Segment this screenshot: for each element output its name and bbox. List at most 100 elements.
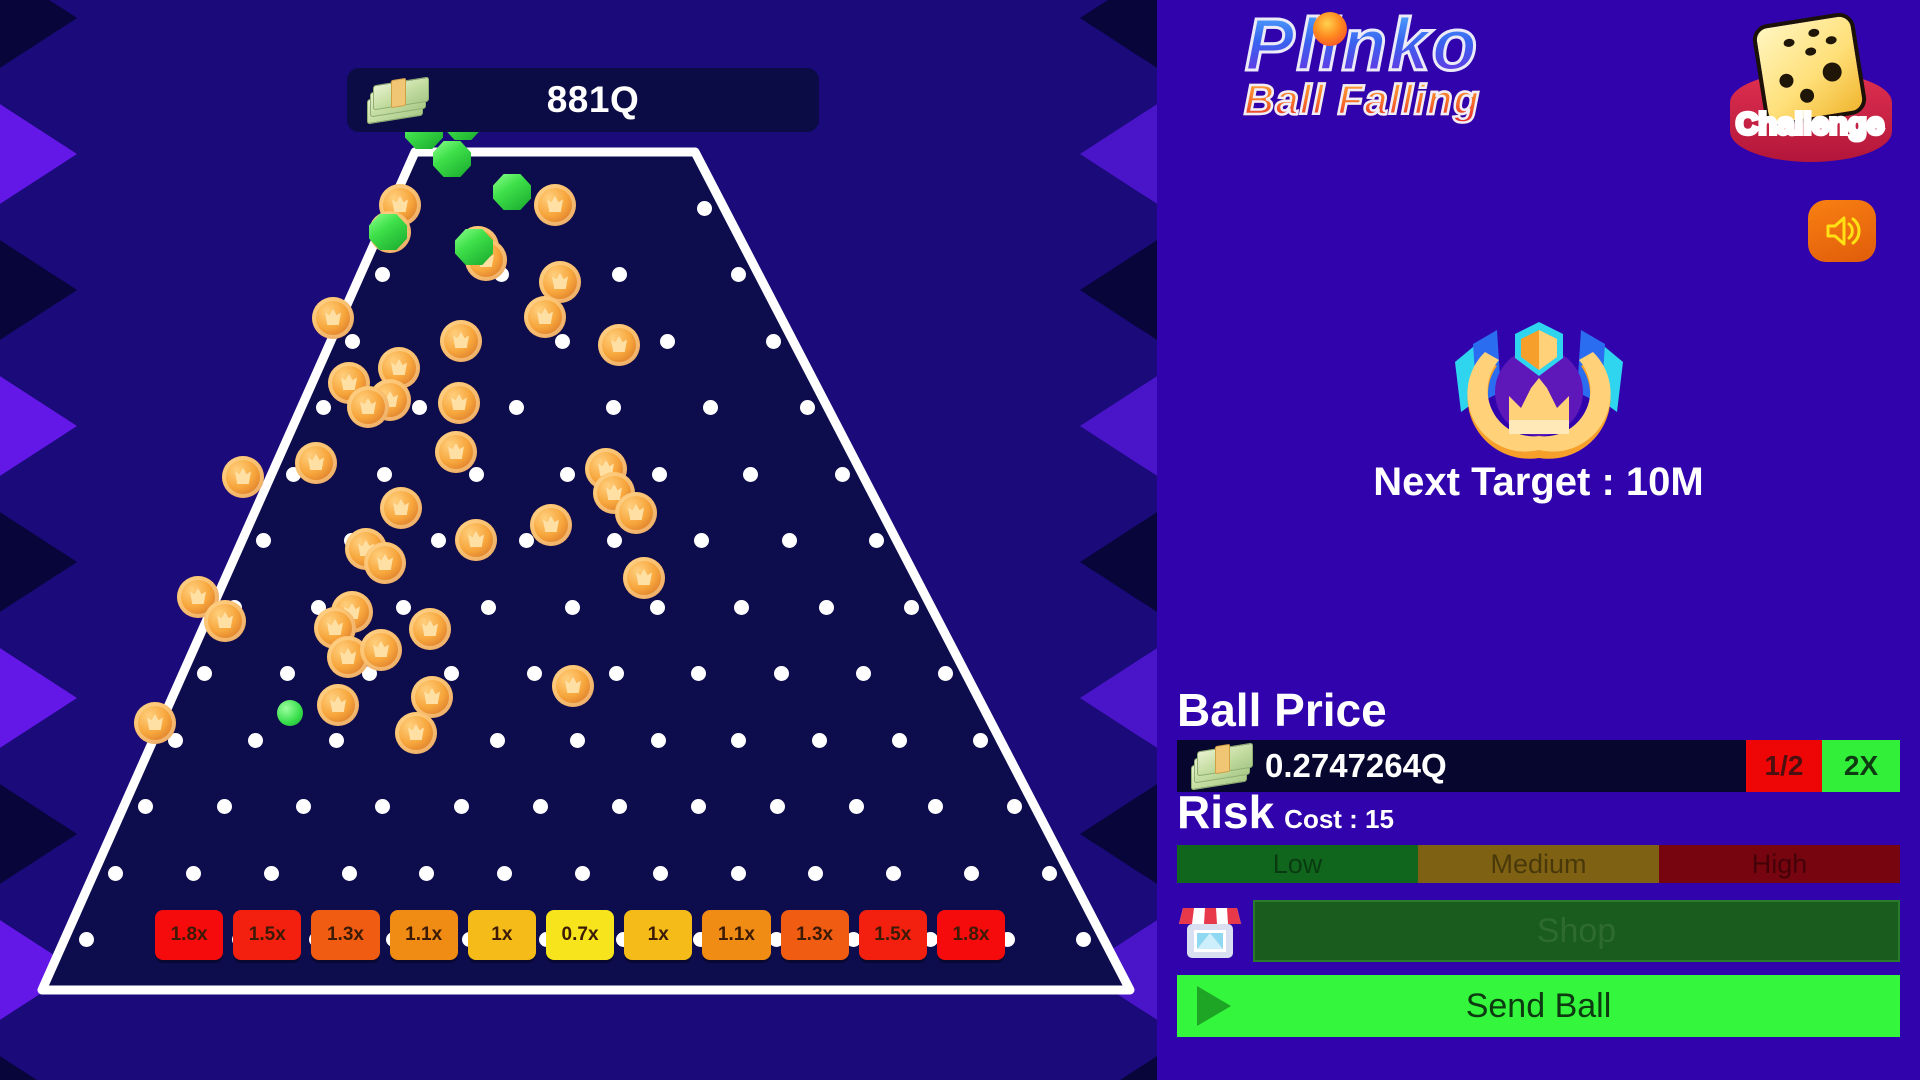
logo-subtitle: Ball Falling	[1172, 75, 1552, 125]
coin-token	[295, 442, 337, 484]
peg	[731, 732, 747, 748]
send-ball-button[interactable]: Send Ball	[1177, 975, 1900, 1037]
risk-option-medium[interactable]: Medium	[1418, 845, 1659, 883]
coin-token	[530, 504, 572, 546]
coin-token	[204, 600, 246, 642]
peg	[555, 333, 571, 349]
play-icon	[1197, 986, 1231, 1026]
zigzag-triangle	[1080, 222, 1157, 358]
peg	[315, 400, 331, 416]
peg	[296, 799, 312, 815]
send-ball-label: Send Ball	[1465, 986, 1612, 1025]
logo-title: Plinko	[1172, 6, 1552, 83]
peg	[660, 333, 676, 349]
multiplier-bucket: 1.8x	[155, 910, 224, 960]
challenge-label: Challenge	[1734, 104, 1886, 143]
ball-price-value: 0.2747264Q	[1265, 747, 1447, 784]
sound-toggle-button[interactable]	[1808, 200, 1876, 262]
zigzag-triangle	[0, 86, 77, 222]
board-outline	[37, 147, 1135, 995]
multiplier-bucket: 1.1x	[389, 910, 458, 960]
game-logo: Plinko Ball Falling	[1172, 6, 1552, 170]
risk-cost-label: Cost : 15	[1284, 804, 1394, 834]
peg	[731, 267, 747, 283]
peg	[345, 333, 361, 349]
coin-token	[317, 684, 359, 726]
coin-token	[395, 712, 437, 754]
peg	[248, 732, 264, 748]
zigzag-triangle	[0, 1038, 77, 1080]
multiplier-bucket: 1x	[624, 910, 693, 960]
zigzag-triangle	[0, 0, 77, 86]
peg	[1076, 932, 1092, 948]
peg	[730, 865, 746, 881]
peg	[694, 533, 710, 549]
coin-token	[455, 519, 497, 561]
peg	[1041, 865, 1057, 881]
gem-token	[433, 141, 471, 177]
peg	[375, 799, 391, 815]
coin-token	[347, 386, 389, 428]
coin-token	[134, 702, 176, 744]
ball-price-row: 0.2747264Q 1/2 2X	[1177, 740, 1900, 792]
risk-option-low[interactable]: Low	[1177, 845, 1418, 883]
peg	[606, 533, 622, 549]
gem-token	[455, 229, 493, 265]
gem-token	[369, 214, 407, 250]
peg	[468, 466, 484, 482]
zigzag-triangle	[0, 358, 77, 494]
coin-token	[411, 676, 453, 718]
peg	[419, 865, 435, 881]
coin-token	[440, 320, 482, 362]
coin-token	[534, 184, 576, 226]
multiplier-bucket: 1.1x	[702, 910, 771, 960]
peg	[703, 400, 719, 416]
peg	[903, 599, 919, 615]
ball-price-field: 0.2747264Q	[1177, 740, 1746, 792]
coin-token	[312, 297, 354, 339]
zigzag-triangle	[1080, 358, 1157, 494]
peg	[341, 865, 357, 881]
peg	[612, 267, 628, 283]
halve-price-button[interactable]: 1/2	[1746, 740, 1822, 792]
green-ball	[277, 700, 303, 726]
risk-option-high[interactable]: High	[1659, 845, 1900, 883]
peg	[869, 533, 885, 549]
peg	[963, 865, 979, 881]
coin-token	[222, 456, 264, 498]
balance-value: 881Q	[546, 79, 640, 120]
peg	[781, 533, 797, 549]
peg	[765, 333, 781, 349]
peg	[186, 865, 202, 881]
peg	[800, 400, 816, 416]
next-target-label: Next Target : 10M	[1373, 460, 1704, 504]
peg	[575, 865, 591, 881]
peg	[570, 732, 586, 748]
peg	[444, 666, 460, 682]
multiplier-bucket: 1.3x	[780, 910, 849, 960]
background-zigzag-right	[1055, 0, 1157, 1080]
peg	[892, 732, 908, 748]
challenge-button[interactable]: Challenge	[1720, 10, 1900, 165]
peg	[396, 599, 411, 615]
peg	[834, 466, 850, 482]
peg	[773, 666, 789, 682]
peg	[216, 799, 232, 815]
peg	[606, 400, 622, 416]
coin-token	[360, 629, 402, 671]
peg	[691, 666, 707, 682]
peg	[108, 865, 124, 881]
speaker-icon	[1826, 216, 1861, 246]
peg	[560, 466, 576, 482]
peg	[650, 732, 666, 748]
peg	[454, 799, 470, 815]
logo-ball-icon	[1313, 12, 1347, 46]
shop-button[interactable]: Shop	[1253, 900, 1900, 962]
double-price-button[interactable]: 2X	[1822, 740, 1900, 792]
peg	[649, 599, 665, 615]
peg	[734, 599, 750, 615]
coin-token	[524, 296, 566, 338]
zigzag-triangle	[0, 494, 77, 630]
coin-token	[435, 431, 477, 473]
